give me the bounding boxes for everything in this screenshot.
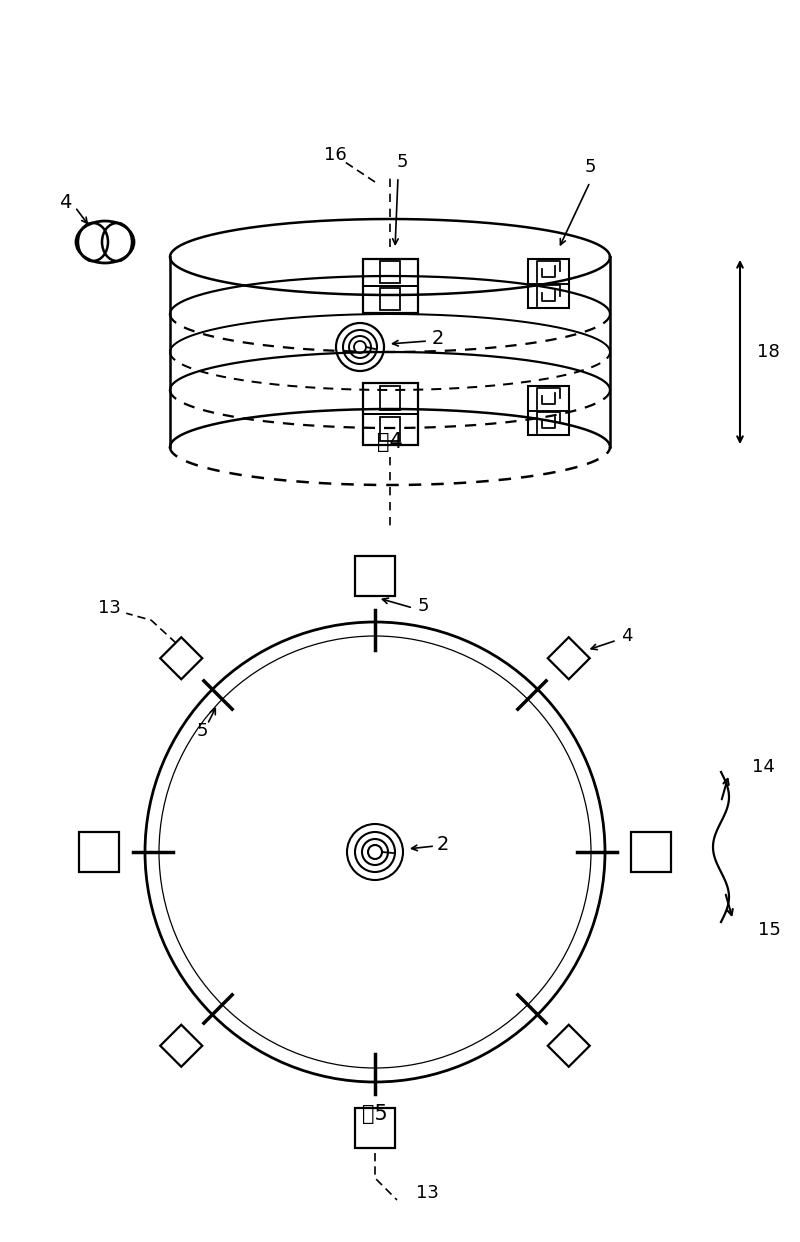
Text: 5: 5 [396, 153, 408, 171]
Text: 2: 2 [437, 835, 449, 853]
Text: 15: 15 [758, 922, 781, 939]
Text: 16: 16 [324, 147, 346, 164]
Text: 图5: 图5 [362, 1104, 388, 1124]
Text: 13: 13 [415, 1184, 438, 1202]
Bar [379, 416, 401, 441]
Bar [362, 383, 418, 445]
Bar [362, 258, 418, 313]
Bar [528, 386, 569, 435]
Bar [528, 260, 569, 308]
Bar [379, 288, 401, 309]
Text: 5: 5 [418, 597, 429, 615]
Bar [379, 261, 401, 283]
Text: 18: 18 [757, 343, 779, 361]
Bar [77, 224, 133, 261]
Text: 5: 5 [197, 723, 208, 740]
Text: 13: 13 [98, 599, 121, 617]
Bar [631, 832, 671, 872]
Bar [355, 1108, 395, 1148]
Bar [355, 556, 395, 596]
Bar [79, 832, 119, 872]
Text: 2: 2 [432, 329, 444, 349]
Text: 图4: 图4 [377, 432, 403, 452]
Text: 4: 4 [621, 627, 633, 646]
Text: 4: 4 [59, 193, 71, 211]
Text: 5: 5 [584, 158, 596, 176]
Bar [379, 385, 401, 410]
Text: 14: 14 [751, 758, 774, 776]
